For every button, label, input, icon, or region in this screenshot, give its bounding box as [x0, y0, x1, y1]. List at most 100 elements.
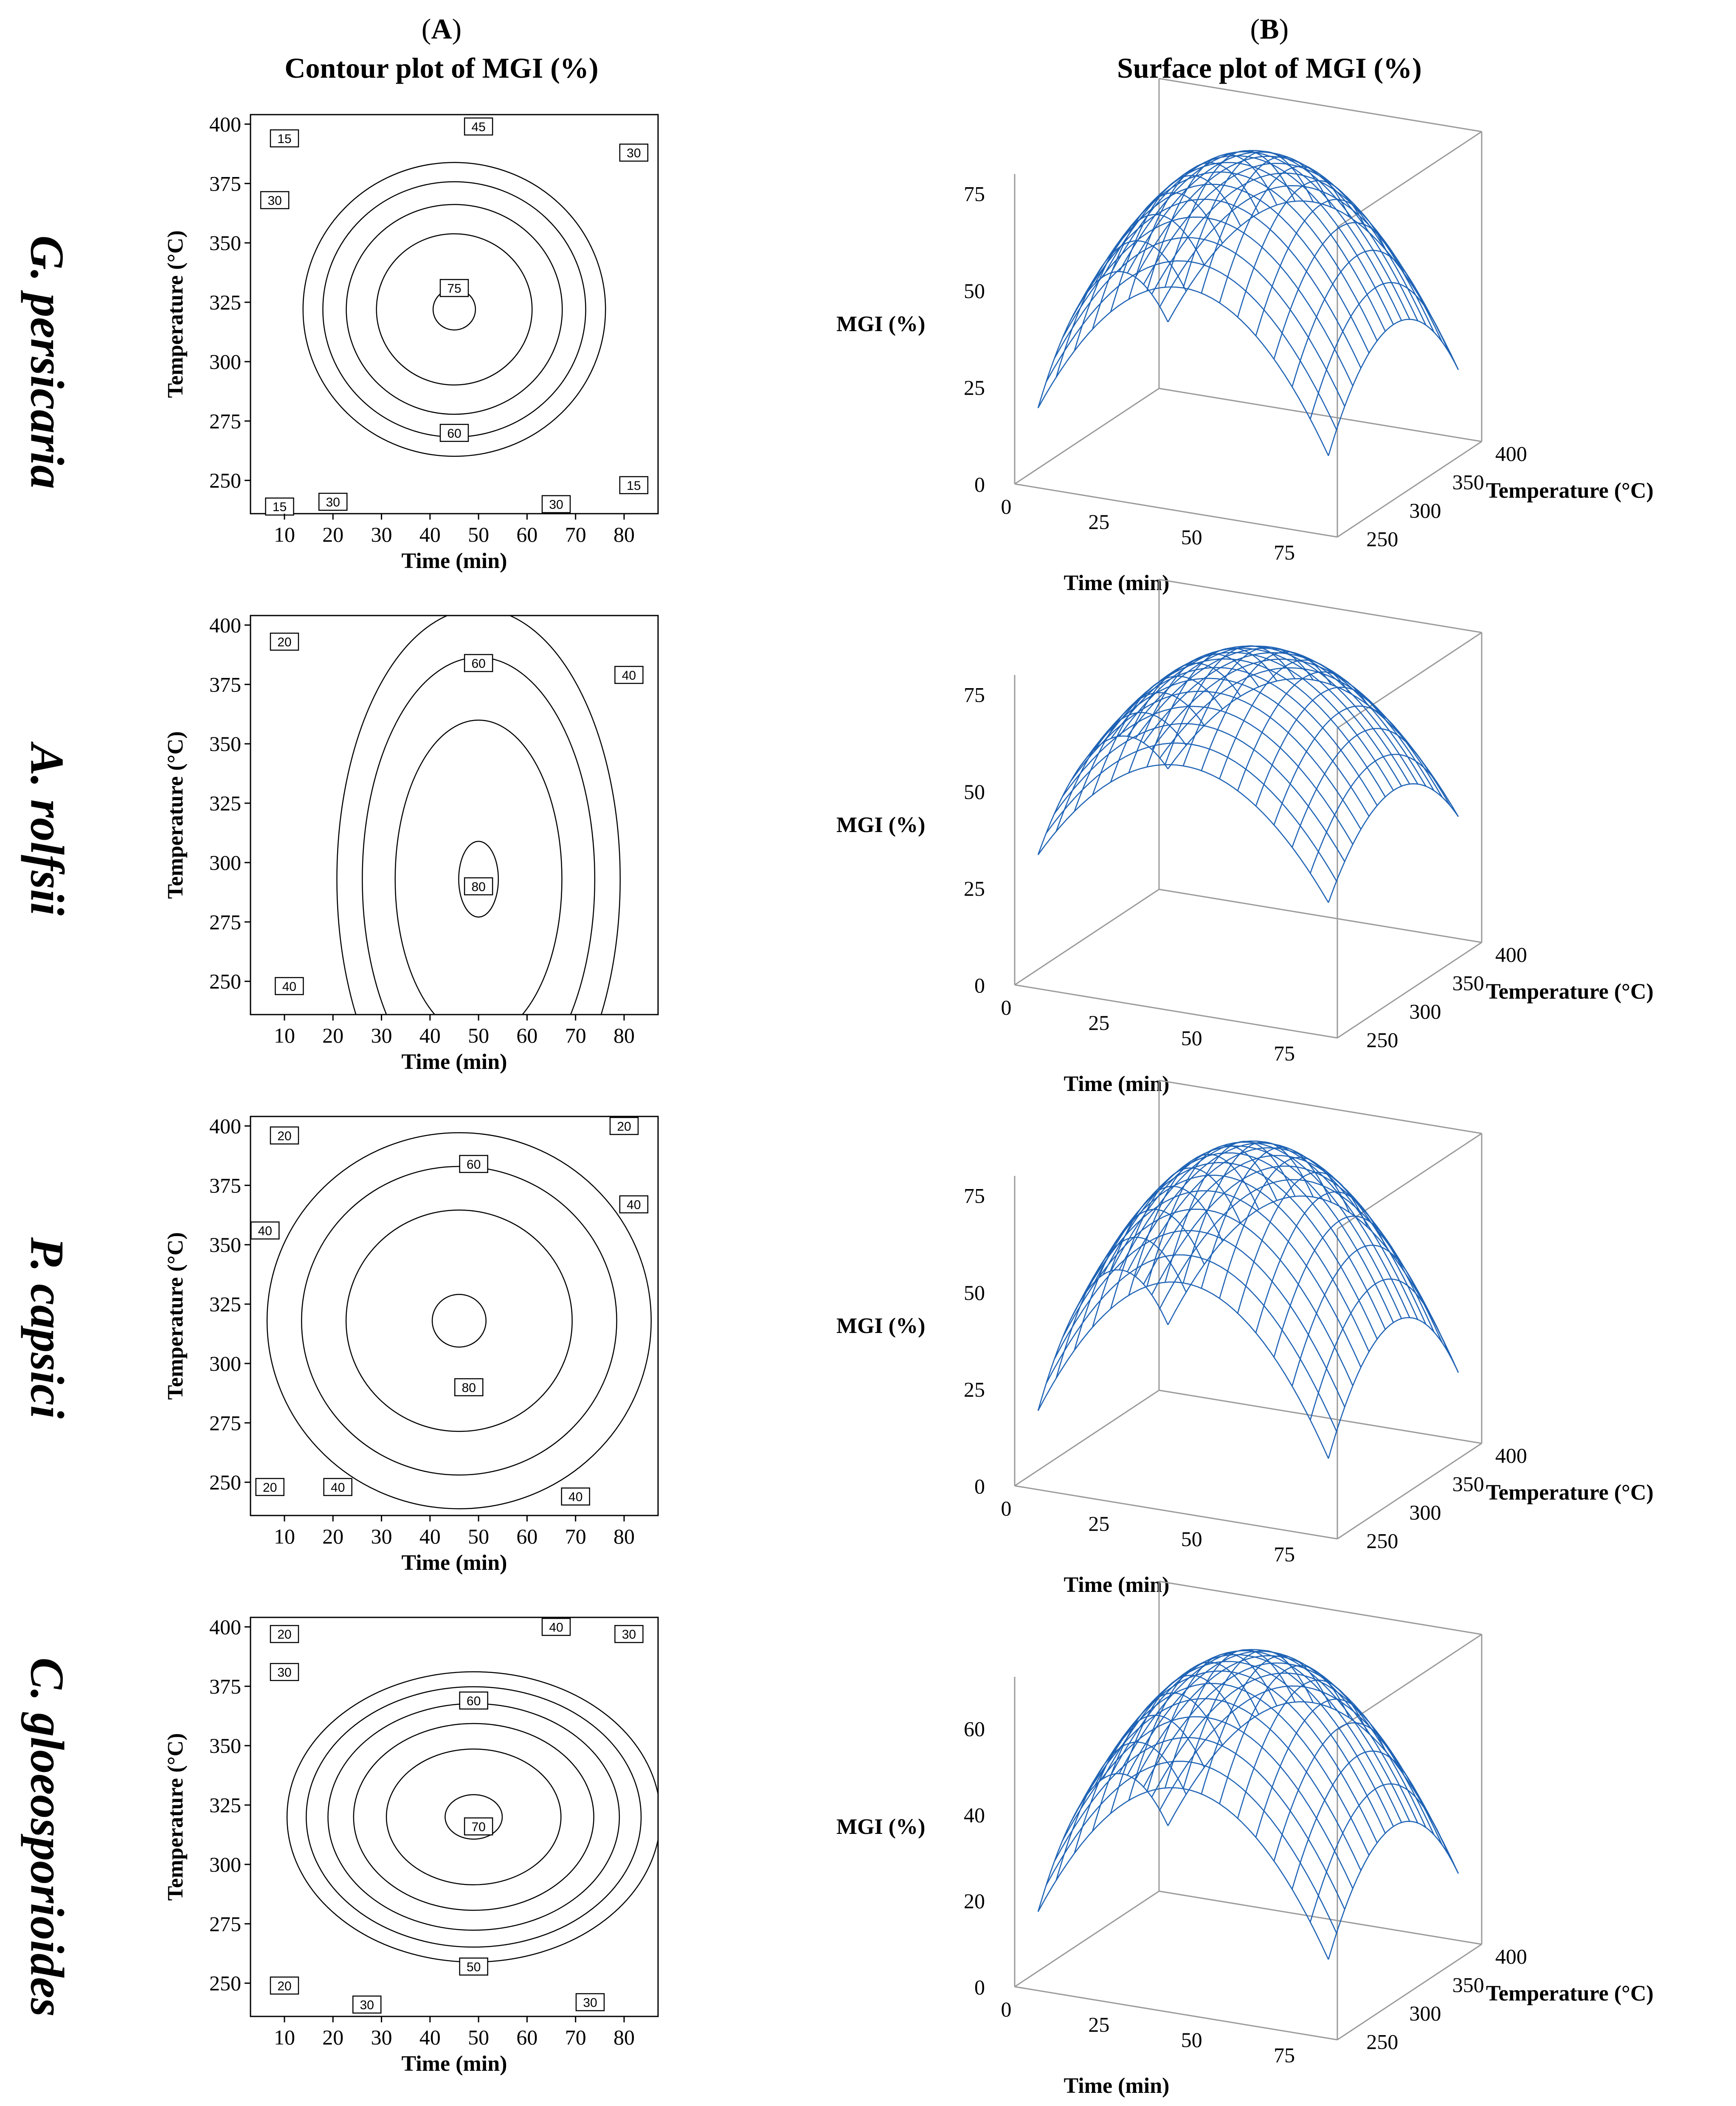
surface-mesh-line: [1135, 1147, 1427, 1325]
contour-label-60: 60: [464, 654, 493, 672]
contour-line-30: [306, 1686, 642, 1948]
x-tick-label: 20: [322, 523, 343, 546]
surface-mesh-line: [1037, 271, 1169, 408]
y-tick-label: 350: [209, 732, 241, 756]
surface-mesh-line: [1167, 1701, 1459, 1874]
surface-mesh-line: [1110, 151, 1402, 321]
box-edge: [1159, 579, 1482, 633]
surface-mesh-line: [1167, 200, 1459, 370]
x-tick-label: 10: [274, 2025, 295, 2049]
contour-plot-p-capsici: 20 60 20 40 40 80 20 40 40 10 20 30 40 50 60 70 80 250 275…: [163, 1114, 659, 1575]
y-tick-label: 325: [209, 791, 241, 815]
z-tick-label: 75: [964, 1184, 985, 1208]
x-axis-title: Time (min): [1064, 2074, 1170, 2098]
box-edge: [1337, 1442, 1482, 1540]
contour-line-60: [376, 233, 533, 386]
surface-mesh-line: [1070, 1190, 1362, 1368]
x-tick-label: 40: [419, 523, 441, 546]
y-tick-label: 275: [209, 1411, 241, 1435]
contour-label-40: 40: [561, 1487, 590, 1506]
svg-text:20: 20: [263, 1481, 277, 1495]
plot-frame: [250, 615, 659, 1015]
y-tick-label: 300: [1410, 498, 1441, 522]
z-tick-label: 0: [974, 1975, 985, 1999]
surface-mesh-line: [1086, 1162, 1378, 1339]
y-tick-label: 325: [209, 290, 241, 314]
y-tick-label: 350: [1452, 971, 1484, 995]
y-tick-label: 400: [209, 1114, 241, 1138]
surface-mesh-line: [1037, 764, 1329, 903]
y-axis-title: Temperature (°C): [163, 1232, 188, 1400]
surface-mesh-line: [1070, 1698, 1362, 1871]
y-tick-label: 275: [209, 910, 241, 934]
y-tick-label: 250: [209, 469, 241, 492]
surface-mesh-line: [1291, 728, 1423, 848]
surface-mesh-line: [1119, 150, 1410, 320]
surface-mesh-line: [1135, 647, 1427, 787]
contour-label-80: 80: [464, 877, 493, 896]
y-tick-label: 300: [1410, 1500, 1441, 1524]
surface-mesh-line: [1310, 754, 1441, 874]
contour-lines: [302, 162, 606, 457]
y-axis-title: Temperature (°C): [163, 1733, 188, 1901]
surface-mesh-line: [1151, 1165, 1443, 1343]
svg-text:30: 30: [277, 1666, 291, 1680]
z-axis-title: MGI (%): [836, 1314, 925, 1338]
surface-mesh-line: [1328, 1317, 1459, 1459]
x-tick-label: 30: [371, 523, 392, 546]
y-tick-label: 375: [209, 1674, 241, 1698]
box-edge: [1337, 632, 1482, 729]
z-axis-title: MGI (%): [836, 312, 925, 336]
contour-line-70: [445, 1794, 503, 1840]
contour-label-40: 40: [619, 1195, 649, 1214]
svg-text:40: 40: [568, 1490, 582, 1504]
x-tick-label: 70: [565, 2025, 586, 2049]
contour-label-40: 40: [614, 666, 644, 684]
y-tick-label: 300: [209, 350, 241, 374]
contour-line-30: [322, 181, 586, 438]
surface-mesh-line: [1102, 155, 1394, 325]
plot-frame: [250, 1617, 659, 2017]
surface-mesh-line: [1110, 1142, 1402, 1319]
y-tick-label: 325: [209, 1292, 241, 1316]
contour-line-80: [458, 841, 499, 918]
z-tick-label: 0: [974, 1474, 985, 1498]
y-tick-label: 250: [209, 970, 241, 993]
contour-label-60: 60: [439, 424, 469, 442]
surface-mesh-line: [1055, 240, 1187, 377]
surface-mesh-line: [1054, 237, 1345, 407]
y-tick-label: 350: [1452, 1973, 1484, 1996]
contour-label-30: 30: [614, 1625, 644, 1643]
svg-text:80: 80: [462, 1381, 476, 1395]
x-tick-label: 80: [613, 1023, 635, 1047]
x-tick-label: 10: [274, 523, 295, 546]
y-tick-label: 400: [1495, 942, 1527, 966]
surface-mesh-line: [1127, 1142, 1418, 1320]
z-axis-title: MGI (%): [836, 1815, 925, 1839]
contour-label-20: 20: [270, 1126, 299, 1145]
y-tick-label: 350: [209, 1233, 241, 1257]
z-tick-label: 50: [964, 279, 985, 303]
x-tick-label: 75: [1274, 1542, 1295, 1566]
svg-text:40: 40: [549, 1620, 563, 1634]
x-tick-label: 70: [565, 1524, 586, 1548]
x-tick-label: 60: [516, 2025, 537, 2049]
x-axis-title: Time (min): [1064, 1573, 1170, 1597]
x-tick-label: 30: [371, 1524, 392, 1548]
column-b-header: (B) Surface plot of MGI (%): [993, 9, 1545, 87]
contour-line-40: [301, 1166, 617, 1476]
svg-text:30: 30: [627, 146, 641, 160]
x-tick-label: 10: [274, 1524, 295, 1548]
box-edge: [1014, 889, 1159, 986]
contour-label-40: 40: [323, 1478, 352, 1496]
surface-mesh-line: [1291, 250, 1423, 387]
x-tick-label: 70: [565, 523, 586, 546]
surface-mesh-line: [1159, 185, 1451, 355]
z-tick-label: 40: [964, 1803, 985, 1827]
svg-text:40: 40: [331, 1481, 345, 1495]
x-tick-label: 30: [371, 2025, 392, 2049]
svg-text:15: 15: [627, 479, 641, 493]
svg-text:40: 40: [622, 669, 636, 683]
contour-line-40: [327, 1703, 620, 1931]
contour-label-60: 60: [459, 1691, 488, 1710]
